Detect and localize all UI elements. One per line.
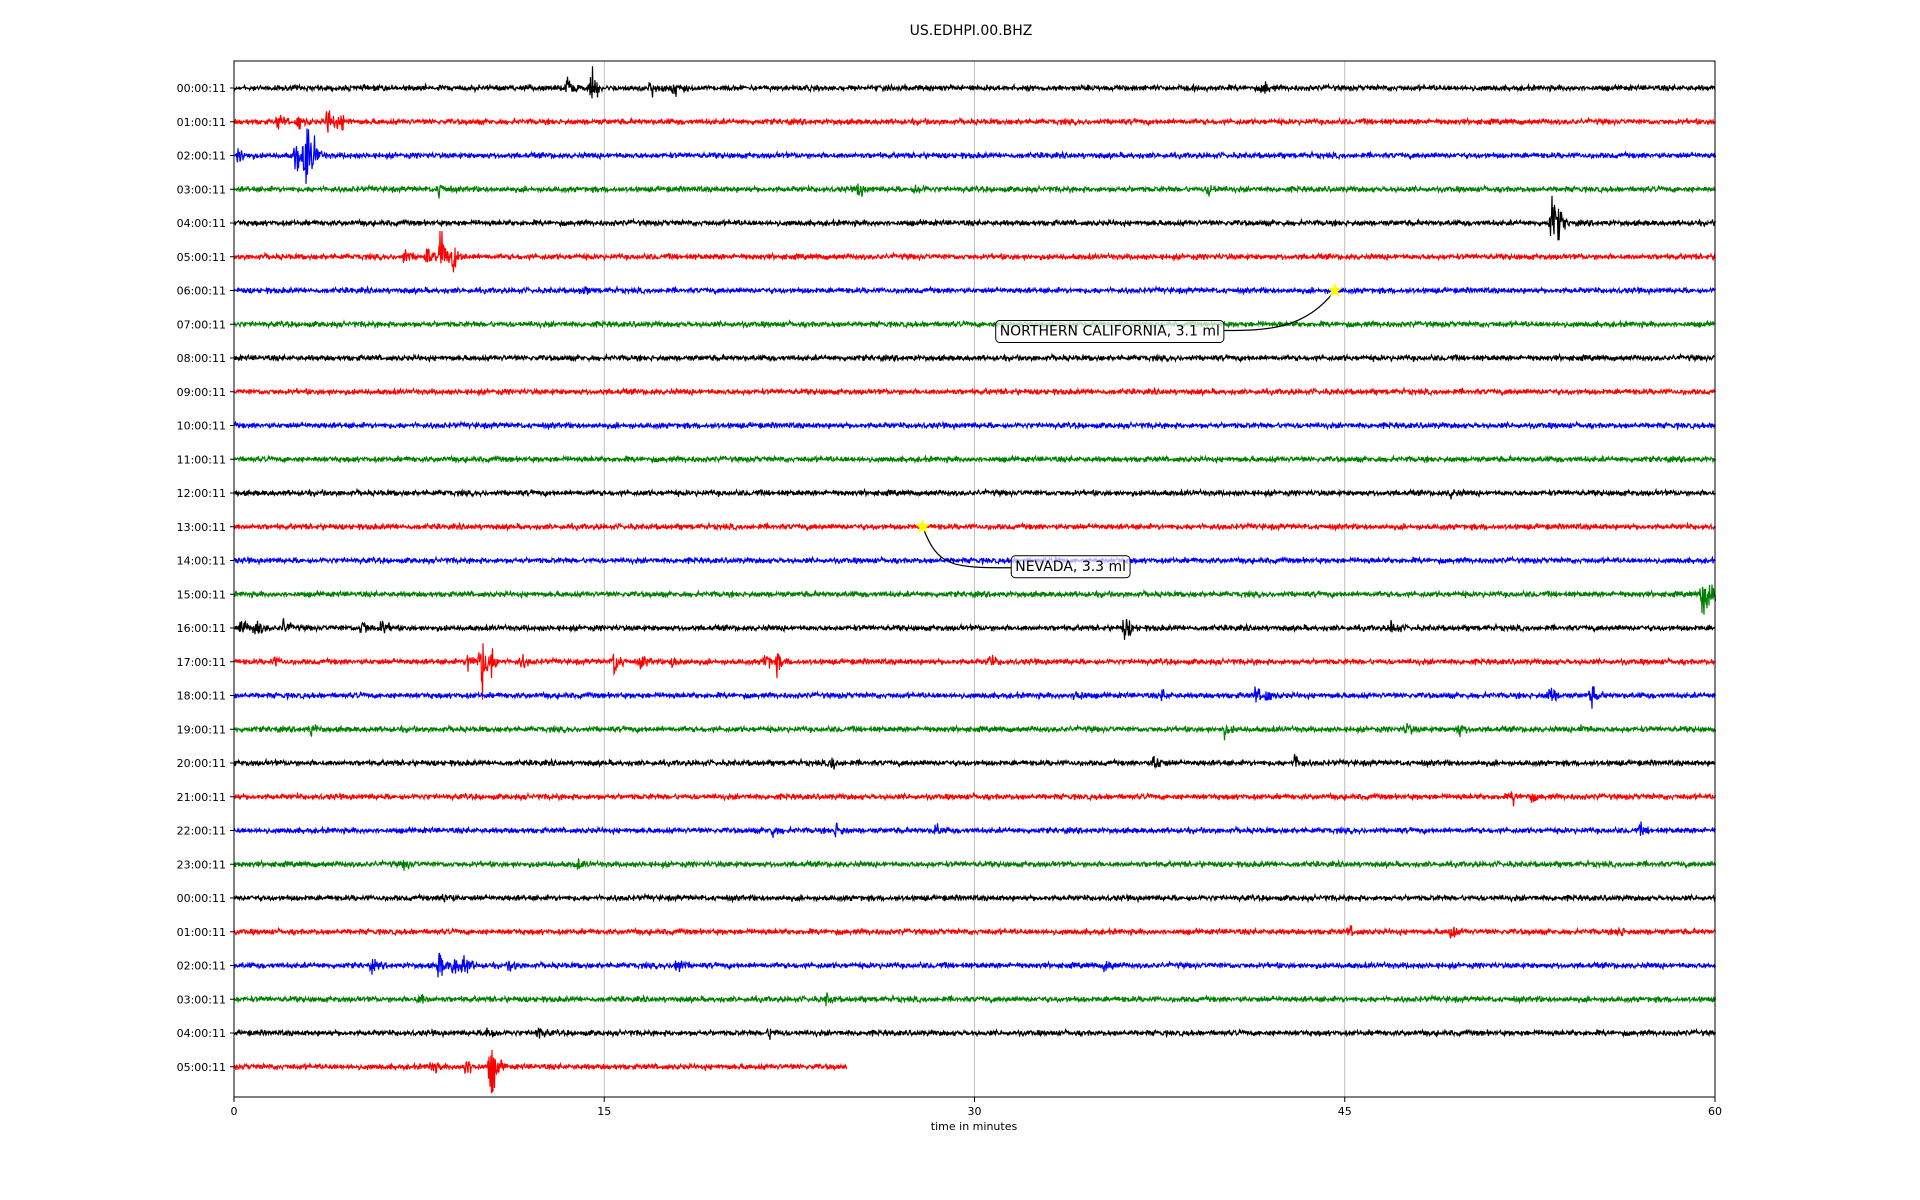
event-star-marker-1 bbox=[915, 518, 931, 534]
y-tick-label-23: 23:00:11 bbox=[177, 858, 226, 871]
row-time-labels: 00:00:11 01:00:11 02:00:11 03:00:11 04:00:11… bbox=[177, 82, 234, 1074]
vertical-grid bbox=[603, 61, 1346, 1097]
y-tick-label-9: 09:00:11 bbox=[177, 386, 226, 399]
y-tick-label-1: 01:00:11 bbox=[177, 116, 226, 129]
y-tick-label-11: 11:00:11 bbox=[177, 453, 226, 466]
y-tick-label-6: 06:00:11 bbox=[177, 285, 226, 298]
y-tick-label-15: 15:00:11 bbox=[177, 588, 226, 601]
y-tick-label-29: 05:00:11 bbox=[177, 1061, 226, 1074]
y-tick-label-20: 20:00:11 bbox=[177, 757, 226, 770]
event-star-marker-0 bbox=[1327, 282, 1343, 297]
annotation-label-1: NEVADA, 3.3 ml bbox=[1015, 559, 1126, 575]
trace-row-24 bbox=[233, 892, 1717, 904]
trace-row-29 bbox=[233, 1049, 848, 1094]
trace-row-27 bbox=[233, 992, 1717, 1007]
y-tick-label-25: 01:00:11 bbox=[177, 926, 226, 939]
trace-row-25 bbox=[233, 925, 1717, 939]
y-tick-label-4: 04:00:11 bbox=[177, 217, 226, 230]
trace-row-14 bbox=[233, 555, 1716, 567]
seismogram-traces bbox=[233, 66, 1717, 1094]
trace-row-26 bbox=[233, 952, 1717, 978]
trace-row-11 bbox=[233, 454, 1717, 465]
y-tick-label-28: 04:00:11 bbox=[177, 1027, 226, 1040]
y-tick-label-16: 16:00:11 bbox=[177, 622, 226, 635]
y-tick-label-24: 00:00:11 bbox=[177, 892, 226, 905]
y-tick-label-21: 21:00:11 bbox=[177, 791, 226, 804]
annotation-1: NEVADA, 3.3 ml bbox=[915, 518, 1131, 579]
trace-row-5 bbox=[233, 230, 1717, 273]
trace-row-21 bbox=[233, 791, 1717, 807]
annotation-box-0 bbox=[995, 320, 1225, 343]
y-tick-label-10: 10:00:11 bbox=[177, 420, 226, 433]
y-tick-label-7: 07:00:11 bbox=[177, 318, 226, 331]
event-annotations: NORTHERN CALIFORNIA, 3.1 ml NEVADA, 3.3 m… bbox=[915, 282, 1343, 579]
trace-row-10 bbox=[233, 420, 1717, 432]
trace-row-1 bbox=[233, 110, 1716, 133]
y-tick-label-14: 14:00:11 bbox=[177, 555, 226, 568]
x-tick-label-60: 60 bbox=[1708, 1105, 1722, 1118]
annotation-label-0: NORTHERN CALIFORNIA, 3.1 ml bbox=[1000, 324, 1220, 340]
trace-row-16 bbox=[233, 618, 1716, 640]
trace-row-18 bbox=[233, 686, 1717, 709]
x-axis-label: time in minutes bbox=[931, 1120, 1018, 1133]
y-tick-label-8: 08:00:11 bbox=[177, 352, 226, 365]
y-tick-label-22: 22:00:11 bbox=[177, 825, 226, 838]
trace-row-4 bbox=[233, 195, 1717, 241]
x-tick-label-45: 45 bbox=[1338, 1105, 1352, 1118]
y-tick-label-19: 19:00:11 bbox=[177, 723, 226, 736]
trace-row-17 bbox=[233, 643, 1717, 700]
trace-row-13 bbox=[233, 521, 1717, 533]
trace-row-20 bbox=[233, 754, 1716, 770]
trace-row-12 bbox=[233, 487, 1717, 500]
x-tick-label-0: 0 bbox=[231, 1105, 238, 1118]
y-tick-label-13: 13:00:11 bbox=[177, 521, 226, 534]
x-tick-label-15: 15 bbox=[597, 1105, 611, 1118]
y-tick-label-5: 05:00:11 bbox=[177, 251, 226, 264]
trace-row-3 bbox=[233, 183, 1717, 199]
trace-row-23 bbox=[233, 858, 1717, 871]
x-axis-ticks: 0 15 30 45 60 bbox=[231, 1097, 1722, 1118]
annotation-connector-1 bbox=[922, 526, 1012, 569]
annotation-box-1 bbox=[1010, 555, 1131, 579]
y-tick-label-26: 02:00:11 bbox=[177, 960, 226, 973]
annotation-connector-0 bbox=[1223, 290, 1336, 332]
trace-row-7 bbox=[233, 318, 1716, 330]
trace-row-19 bbox=[233, 722, 1717, 741]
trace-row-28 bbox=[233, 1027, 1717, 1040]
y-tick-label-27: 03:00:11 bbox=[177, 993, 226, 1006]
trace-row-6 bbox=[233, 285, 1717, 297]
trace-row-22 bbox=[233, 821, 1717, 838]
trace-row-0 bbox=[233, 66, 1716, 99]
trace-row-2 bbox=[233, 128, 1717, 184]
annotation-0: NORTHERN CALIFORNIA, 3.1 ml bbox=[995, 282, 1343, 343]
chart-title: US.EDHPI.00.BHZ bbox=[910, 23, 1033, 39]
y-tick-label-2: 02:00:11 bbox=[177, 150, 226, 163]
x-tick-label-30: 30 bbox=[968, 1105, 982, 1118]
y-tick-label-0: 00:00:11 bbox=[177, 82, 226, 95]
y-tick-label-18: 18:00:11 bbox=[177, 690, 226, 703]
y-tick-label-3: 03:00:11 bbox=[177, 183, 226, 196]
trace-row-8 bbox=[233, 352, 1716, 364]
trace-row-15 bbox=[233, 584, 1717, 615]
y-tick-label-17: 17:00:11 bbox=[177, 656, 226, 669]
y-tick-label-12: 12:00:11 bbox=[177, 487, 226, 500]
trace-row-9 bbox=[233, 386, 1717, 397]
